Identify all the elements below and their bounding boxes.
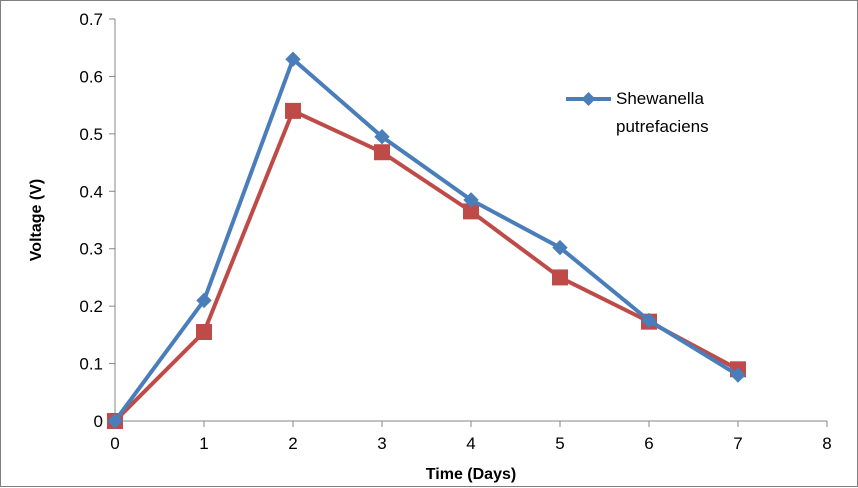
x-tick-label: 8 xyxy=(822,434,831,453)
y-tick-label: 0.5 xyxy=(79,125,103,144)
y-tick-label: 0.7 xyxy=(79,10,103,29)
x-tick-label: 6 xyxy=(644,434,653,453)
x-tick-label: 2 xyxy=(288,434,297,453)
legend: Shewanella putrefaciens xyxy=(566,89,709,136)
series-2-line xyxy=(113,108,739,423)
x-tick-label: 5 xyxy=(555,434,564,453)
y-tick-label: 0.6 xyxy=(79,67,103,86)
axes: 0 0.1 0.2 0.3 0.4 0.5 0.6 0.7 0 1 2 3 4 5 6 7 8 xyxy=(79,10,831,453)
x-tick-label: 0 xyxy=(110,434,119,453)
data-point-diamond xyxy=(285,51,301,67)
y-tick-label: 0.4 xyxy=(79,182,103,201)
data-point-diamond xyxy=(374,129,390,145)
y-tick-label: 0 xyxy=(94,412,103,431)
series-layer xyxy=(107,51,746,429)
legend-diamond-icon xyxy=(581,92,596,106)
data-point-diamond xyxy=(463,192,479,208)
x-tick-label: 4 xyxy=(466,434,475,453)
legend-label: Shewanella xyxy=(616,89,704,108)
data-point-square xyxy=(552,269,568,286)
legend-label: putrefaciens xyxy=(616,117,709,136)
data-point-square xyxy=(196,323,212,340)
y-tick-label: 0.1 xyxy=(79,355,103,374)
series-1-line xyxy=(113,57,740,423)
x-axis-title: Time (Days) xyxy=(426,466,516,483)
data-point-square xyxy=(285,102,301,119)
x-tick-label: 1 xyxy=(199,434,208,453)
data-point-diamond xyxy=(107,413,123,429)
data-point-diamond xyxy=(730,367,746,383)
y-tick-label: 0.2 xyxy=(79,297,103,316)
series-2 xyxy=(107,102,746,429)
y-tick-label: 0.3 xyxy=(79,240,103,259)
data-point-square xyxy=(463,203,479,220)
y-axis-title: Voltage (V) xyxy=(28,179,45,261)
series-1 xyxy=(107,51,746,429)
data-point-diamond xyxy=(552,239,568,256)
data-point-diamond xyxy=(641,312,657,329)
x-tick-label: 7 xyxy=(733,434,742,453)
data-point-square xyxy=(374,144,390,161)
data-point-diamond xyxy=(196,292,212,309)
x-tick-label: 3 xyxy=(377,434,386,453)
